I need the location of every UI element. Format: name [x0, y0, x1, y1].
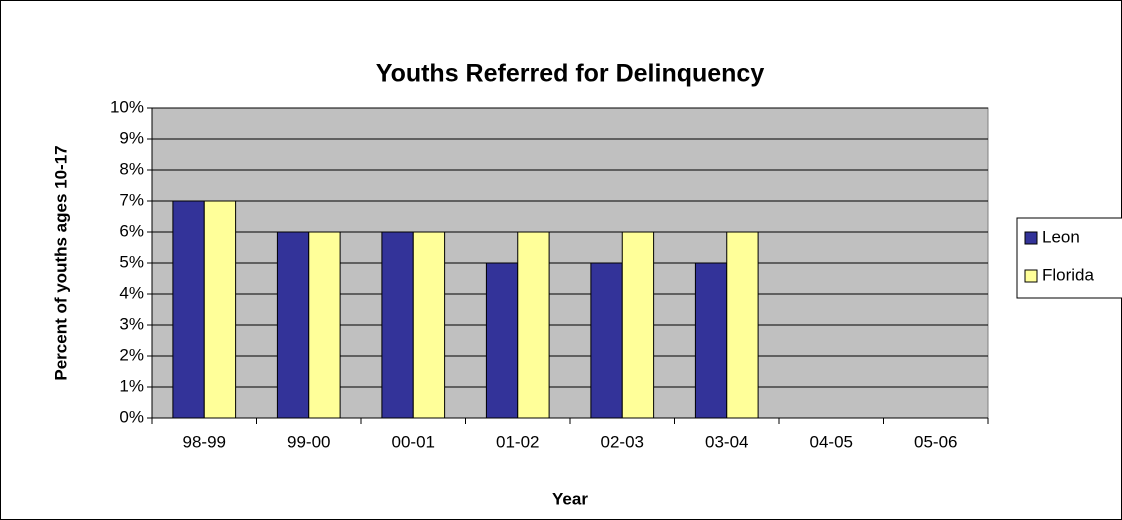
bar [276, 231, 310, 419]
x-tick-label: 00-01 [392, 432, 435, 451]
x-tick-label: 04-05 [810, 432, 853, 451]
y-axis-label: Percent of youths ages 10-17 [51, 145, 70, 380]
x-tick-label: 03-04 [705, 432, 748, 451]
y-tick-label: 6% [119, 221, 144, 240]
y-tick-label: 1% [119, 376, 144, 395]
bar [308, 231, 341, 419]
legend-label: Leon [1042, 227, 1080, 246]
x-tick-label: 98-99 [183, 432, 226, 451]
y-tick-label: 2% [119, 345, 144, 364]
y-tick-label: 0% [119, 407, 144, 426]
bar [621, 231, 655, 419]
chart-title: Youths Referred for Delinquency [376, 60, 765, 88]
x-tick-label: 05-06 [914, 432, 957, 451]
x-axis-label: Year [552, 489, 588, 508]
bar [694, 262, 728, 419]
bar [517, 231, 550, 419]
legend-swatch [1024, 269, 1038, 283]
bar [485, 262, 519, 419]
y-tick-label: 7% [119, 190, 144, 209]
x-tick-label: 02-03 [601, 432, 644, 451]
legend-swatch [1024, 231, 1038, 245]
y-tick-label: 4% [119, 283, 144, 302]
x-tick-label: 01-02 [496, 432, 539, 451]
bar [203, 200, 237, 419]
y-tick-label: 8% [119, 159, 144, 178]
bar [726, 231, 759, 419]
bar [412, 231, 446, 419]
y-tick-label: 5% [119, 252, 144, 271]
bar [381, 231, 414, 419]
x-tick-label: 99-00 [287, 432, 330, 451]
y-tick-label: 3% [119, 314, 144, 333]
y-tick-label: 9% [119, 128, 144, 147]
y-tick-label: 10% [110, 97, 144, 116]
legend-label: Florida [1042, 265, 1095, 284]
bar [172, 200, 205, 419]
bar [590, 262, 623, 419]
legend-box [1016, 217, 1122, 299]
